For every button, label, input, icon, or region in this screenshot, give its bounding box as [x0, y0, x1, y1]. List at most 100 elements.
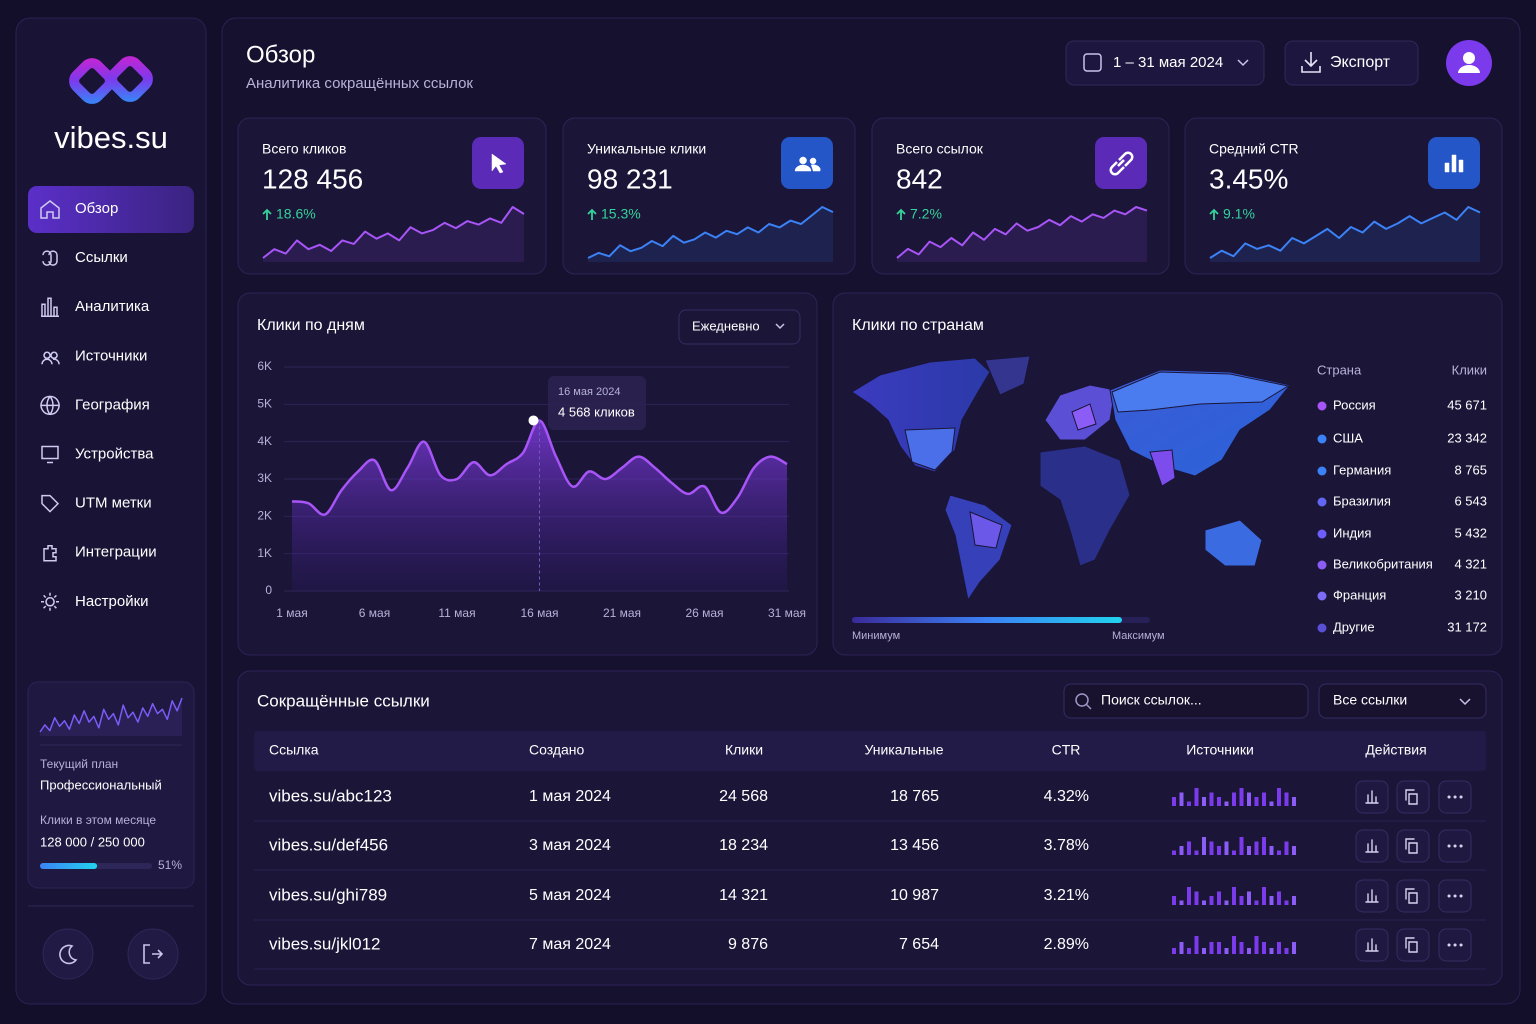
filter-select[interactable] [1318, 683, 1487, 719]
search-box[interactable] [1063, 683, 1309, 719]
action-button[interactable] [1396, 829, 1430, 863]
unique: 13 456 [890, 837, 939, 854]
export-button[interactable] [1284, 40, 1419, 86]
logo [69, 56, 153, 104]
action-icon [1365, 839, 1379, 853]
period-select[interactable] [678, 309, 801, 345]
link-url[interactable]: vibes.su/jkl012 [269, 934, 381, 953]
country-name: Великобритания [1333, 556, 1433, 571]
usage-percent: 51% [158, 858, 182, 872]
country-name: Бразилия [1333, 493, 1391, 508]
country-name: Другие [1333, 619, 1375, 634]
nav-item[interactable]: География [75, 396, 150, 413]
action-button[interactable] [1396, 879, 1430, 913]
ctr: 3.78% [1044, 837, 1089, 854]
unique: 10 987 [890, 887, 939, 904]
country-dot [1317, 466, 1327, 476]
source-bar [1232, 850, 1236, 855]
kpi-change: 15.3% [601, 206, 641, 222]
x-tick-label: 1 мая [276, 606, 307, 620]
links-card [237, 670, 1503, 986]
source-bar [1262, 837, 1266, 855]
created: 1 мая 2024 [529, 788, 611, 805]
action-button[interactable] [1396, 928, 1430, 962]
source-bar [1202, 837, 1206, 855]
date-picker[interactable] [1065, 40, 1265, 86]
action-icon [1365, 938, 1379, 952]
map-title: Клики по странам [852, 317, 984, 334]
avatar-icon [1458, 65, 1480, 73]
legend-min: Минимум [852, 630, 900, 642]
y-tick-label: 4K [257, 434, 272, 448]
country-clicks: 45 671 [1447, 397, 1487, 412]
source-bar [1254, 841, 1259, 855]
nav-item[interactable]: Настройки [75, 593, 149, 610]
source-bar [1187, 887, 1191, 905]
source-bar [1269, 948, 1274, 954]
nav-item[interactable]: Устройства [75, 445, 154, 462]
country-dot [1317, 591, 1327, 601]
nav-icon [41, 297, 59, 317]
column-header: Действия [1365, 742, 1426, 758]
x-tick-label: 26 мая [685, 606, 723, 620]
action-button[interactable] [1396, 780, 1430, 814]
source-bar [1262, 792, 1266, 806]
kpi-sparkline-area [588, 207, 833, 262]
source-bar [1277, 788, 1281, 806]
link-url[interactable]: vibes.su/abc123 [269, 786, 392, 805]
brand: vibes.su [54, 120, 168, 155]
kpi-change: 9.1% [1223, 206, 1255, 222]
kpi-change: 7.2% [910, 206, 942, 222]
kpi-value: 842 [896, 163, 943, 194]
source-bar [1217, 942, 1221, 954]
source-bar [1172, 896, 1176, 905]
link-url[interactable]: vibes.su/ghi789 [269, 885, 387, 904]
ctr: 2.89% [1044, 936, 1089, 953]
nav-active [28, 186, 194, 233]
page-title: Обзор [246, 41, 315, 68]
source-bar [1179, 942, 1184, 954]
country-name: Индия [1333, 525, 1371, 540]
source-bar [1187, 841, 1191, 855]
avatar-icon [1463, 52, 1475, 64]
clicks: 9 876 [728, 936, 768, 953]
kpi-label: Всего кликов [262, 141, 346, 157]
theme-button[interactable] [42, 928, 94, 980]
source-bar [1292, 846, 1296, 855]
source-bar [1179, 900, 1184, 905]
moon-icon [59, 944, 78, 965]
source-bar [1284, 948, 1289, 954]
nav-item[interactable]: UTM метки [75, 495, 152, 512]
link-url[interactable]: vibes.su/def456 [269, 835, 388, 854]
nav-item[interactable]: Источники [75, 347, 147, 364]
source-bar [1194, 788, 1199, 806]
source-bar [1284, 900, 1289, 905]
nav-icon [41, 445, 59, 464]
trend-arrow [896, 208, 906, 220]
column-header: Уникальные [864, 742, 943, 758]
source-bar [1217, 891, 1221, 905]
nav-item[interactable]: Ссылки [75, 249, 128, 266]
country-clicks: 31 172 [1447, 619, 1487, 634]
kpi-label: Уникальные клики [587, 141, 706, 157]
nav-item[interactable]: Интеграции [75, 544, 157, 561]
nav-item[interactable]: Аналитика [75, 298, 150, 315]
plan-name: Профессиональный [40, 777, 162, 792]
filter-label: Все ссылки [1333, 692, 1407, 708]
unique: 7 654 [899, 936, 939, 953]
greenland [984, 355, 1031, 396]
nav-icon [41, 494, 60, 513]
column-header: Создано [529, 742, 585, 758]
chevron [1237, 59, 1249, 67]
kpi-value: 98 231 [587, 163, 673, 194]
y-tick-label: 3K [257, 471, 272, 485]
nav-item[interactable]: Обзор [75, 200, 118, 217]
source-bar [1224, 948, 1229, 954]
clicks: 14 321 [719, 887, 768, 904]
source-bar [1217, 797, 1221, 806]
action-icon [1405, 838, 1418, 854]
source-bar [1239, 788, 1244, 806]
page-subtitle: Аналитика сокращённых ссылок [246, 75, 473, 92]
country-dot [1317, 434, 1327, 444]
source-bar [1239, 837, 1244, 855]
